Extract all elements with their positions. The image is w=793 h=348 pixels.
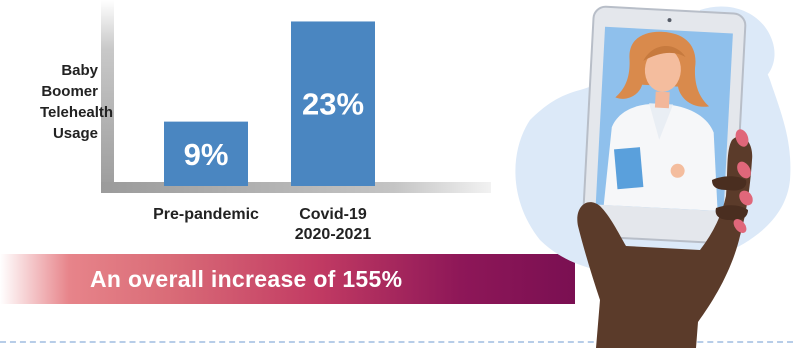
bar-chart: 9% 23% <box>101 0 491 193</box>
increase-banner <box>0 254 575 304</box>
doctor-icon <box>603 31 718 211</box>
x-tick-label-covid-19: Covid-19 2020-2021 <box>294 206 372 243</box>
x-tick-label-pre-pandemic: Pre-pandemic <box>153 206 259 223</box>
telehealth-illustration <box>515 5 791 348</box>
bar-0 <box>164 121 248 186</box>
dotted-divider <box>0 341 793 343</box>
y-axis-label-line: Boomer <box>41 83 98 100</box>
y-axis-label-line: Usage <box>52 125 98 142</box>
bar-1 <box>291 21 375 187</box>
y-axis-label-line: Telehealth <box>40 104 114 121</box>
bar-value-label-1: 23% <box>302 87 364 122</box>
y-axis-label-line: Baby <box>61 62 98 79</box>
increase-banner-text: An overall increase of 155% <box>90 266 403 292</box>
y-axis-line <box>101 0 114 193</box>
bar-value-label-0: 9% <box>184 137 229 172</box>
x-axis-line <box>101 182 491 193</box>
hand-icon <box>577 129 753 348</box>
y-axis-label: Baby Boomer Telehealth Usage <box>40 60 114 144</box>
